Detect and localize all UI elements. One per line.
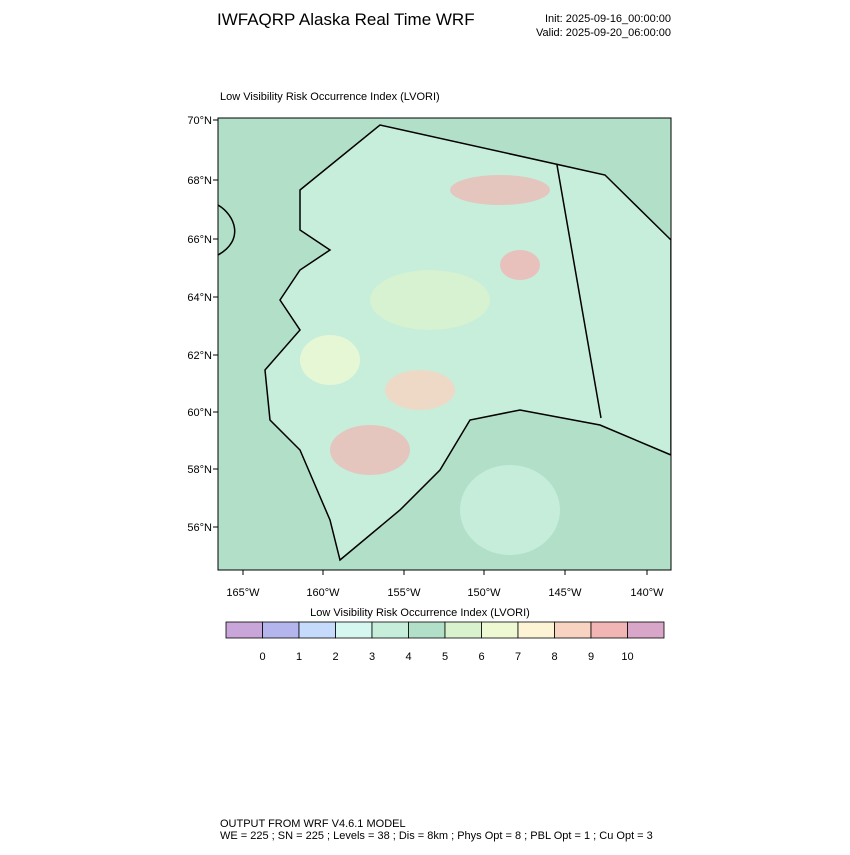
risk-area <box>300 335 360 385</box>
footer-line: WE = 225 ; SN = 225 ; Levels = 38 ; Dis … <box>220 830 653 842</box>
footer-line: OUTPUT FROM WRF V4.6.1 MODEL <box>220 818 406 830</box>
colorbar-label: 1 <box>296 651 302 663</box>
lat-label: 60°N <box>187 407 212 419</box>
title: IWFAQRP Alaska Real Time WRF <box>217 10 475 29</box>
lon-label: 160°W <box>306 587 340 599</box>
lon-label: 155°W <box>387 587 421 599</box>
colorbar-label: 5 <box>442 651 448 663</box>
colorbar-label: 10 <box>621 651 633 663</box>
map-title: Low Visibility Risk Occurrence Index (LV… <box>220 91 440 103</box>
sea-area <box>460 465 560 555</box>
risk-area <box>330 425 410 475</box>
colorbar-swatch <box>225 621 263 639</box>
coast <box>218 204 236 256</box>
risk-area <box>385 370 455 410</box>
colorbar-swatch <box>262 621 300 639</box>
colorbar-swatch <box>298 621 336 639</box>
lon-label: 140°W <box>630 587 664 599</box>
colorbar-swatch <box>481 621 519 639</box>
border <box>556 164 602 419</box>
lat-label: 64°N <box>187 292 212 304</box>
lon-label: 150°W <box>467 587 501 599</box>
colorbar-label: 7 <box>515 651 521 663</box>
valid-time: Valid: 2025-09-20_06:00:00 <box>536 27 671 39</box>
risk-area <box>500 250 540 280</box>
colorbar-label: 6 <box>478 651 484 663</box>
colorbar-swatch <box>554 621 592 639</box>
colorbar-swatch <box>335 621 373 639</box>
colorbar-label: 8 <box>551 651 557 663</box>
colorbar-title: Low Visibility Risk Occurrence Index (LV… <box>310 607 530 619</box>
map <box>217 117 672 571</box>
lat-label: 56°N <box>187 522 212 534</box>
colorbar-swatch <box>517 621 555 639</box>
risk-area <box>370 270 490 330</box>
colorbar-swatch <box>590 621 628 639</box>
risk-area <box>450 175 550 205</box>
map-frame <box>217 117 672 571</box>
lat-label: 66°N <box>187 234 212 246</box>
lat-label: 62°N <box>187 350 212 362</box>
lat-label: 68°N <box>187 175 212 187</box>
colorbar-swatch <box>408 621 446 639</box>
lat-label: 70°N <box>187 115 212 127</box>
colorbar-label: 4 <box>405 651 411 663</box>
lon-label: 165°W <box>226 587 260 599</box>
colorbar-swatch <box>371 621 409 639</box>
colorbar-label: 2 <box>332 651 338 663</box>
colorbar-label: 3 <box>369 651 375 663</box>
colorbar-label: 9 <box>588 651 594 663</box>
colorbar-label: 0 <box>259 651 265 663</box>
colorbar-swatch <box>444 621 482 639</box>
init-time: Init: 2025-09-16_00:00:00 <box>545 13 671 25</box>
lon-label: 145°W <box>548 587 582 599</box>
colorbar-swatch <box>627 621 665 639</box>
lat-label: 58°N <box>187 464 212 476</box>
